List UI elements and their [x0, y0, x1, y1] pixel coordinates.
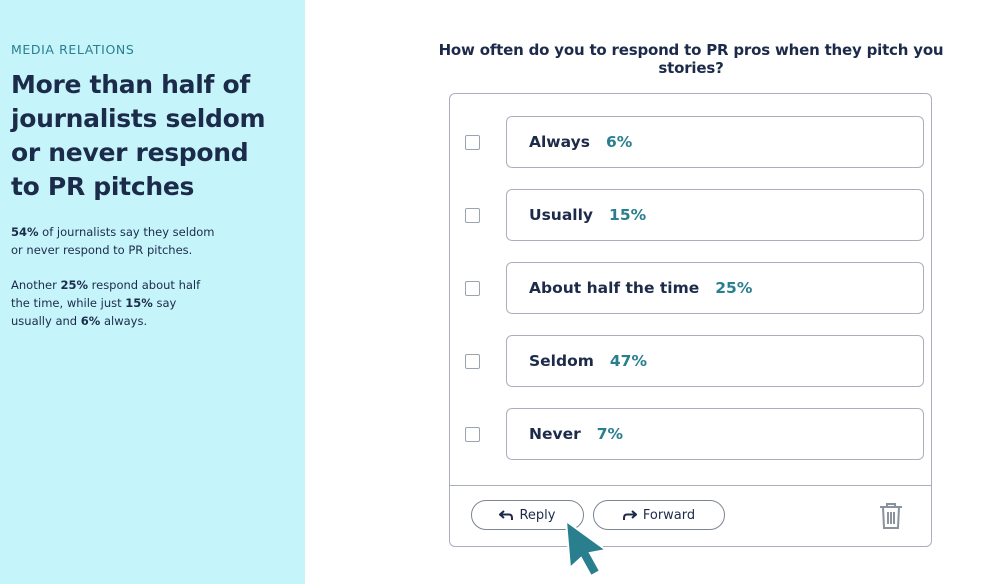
option-percent: 6%	[605, 133, 633, 151]
option-label: Usually	[529, 206, 594, 224]
option-box: Never 7%	[506, 408, 924, 460]
trash-icon[interactable]	[878, 502, 904, 530]
poll-option: Usually 15%	[464, 189, 924, 241]
poll-option: Always 6%	[464, 116, 924, 168]
checkbox[interactable]	[465, 281, 480, 296]
reply-icon	[499, 509, 514, 520]
sidebar: MEDIA RELATIONS More than half of journa…	[0, 0, 305, 584]
option-box: Always 6%	[506, 116, 924, 168]
option-label: Seldom	[529, 352, 594, 370]
text-segment: 15%	[125, 296, 153, 310]
option-percent: 25%	[715, 279, 753, 297]
reply-button[interactable]: Reply	[471, 500, 584, 530]
checkbox[interactable]	[465, 427, 480, 442]
text-segment: 25%	[60, 278, 88, 292]
option-label: Never	[529, 425, 581, 443]
option-percent: 15%	[609, 206, 647, 224]
button-label: Reply	[519, 507, 556, 523]
kicker: MEDIA RELATIONS	[11, 42, 135, 57]
headline: More than half of journalists seldom or …	[11, 70, 266, 201]
option-percent: 47%	[609, 352, 647, 370]
poll-option: About half the time 25%	[464, 262, 924, 314]
text-segment: 6%	[80, 314, 101, 328]
text-segment: say usually and	[11, 296, 177, 328]
poll-option: Seldom 47%	[464, 335, 924, 387]
checkbox[interactable]	[465, 208, 480, 223]
poll-option: Never 7%	[464, 408, 924, 460]
forward-button[interactable]: Forward	[593, 500, 725, 530]
cursor	[564, 518, 609, 578]
text-segment: 54%	[11, 225, 39, 239]
option-box: About half the time 25%	[506, 262, 924, 314]
option-box: Seldom 47%	[506, 335, 924, 387]
option-label: About half the time	[529, 279, 700, 297]
option-label: Always	[529, 133, 590, 151]
text-segment: Another	[11, 278, 61, 292]
text-segment: of journalists say they seldom or never …	[11, 225, 215, 257]
paragraph: 54% of journalists say they seldom or ne…	[11, 223, 216, 259]
checkbox[interactable]	[465, 354, 480, 369]
poll-card: Reply Forward Always 6% Usually 15% About ha…	[449, 93, 932, 547]
text-segment: always.	[100, 314, 148, 328]
checkbox[interactable]	[465, 135, 480, 150]
button-label: Forward	[642, 507, 696, 523]
separator	[450, 485, 931, 486]
question: How often do you to respond to PR pros w…	[438, 41, 944, 77]
forward-icon	[622, 509, 637, 520]
option-percent: 7%	[596, 425, 624, 443]
paragraph: Another 25% respond about half the time,…	[11, 276, 216, 330]
text-segment: respond about half the time, while just	[11, 278, 201, 310]
option-box: Usually 15%	[506, 189, 924, 241]
